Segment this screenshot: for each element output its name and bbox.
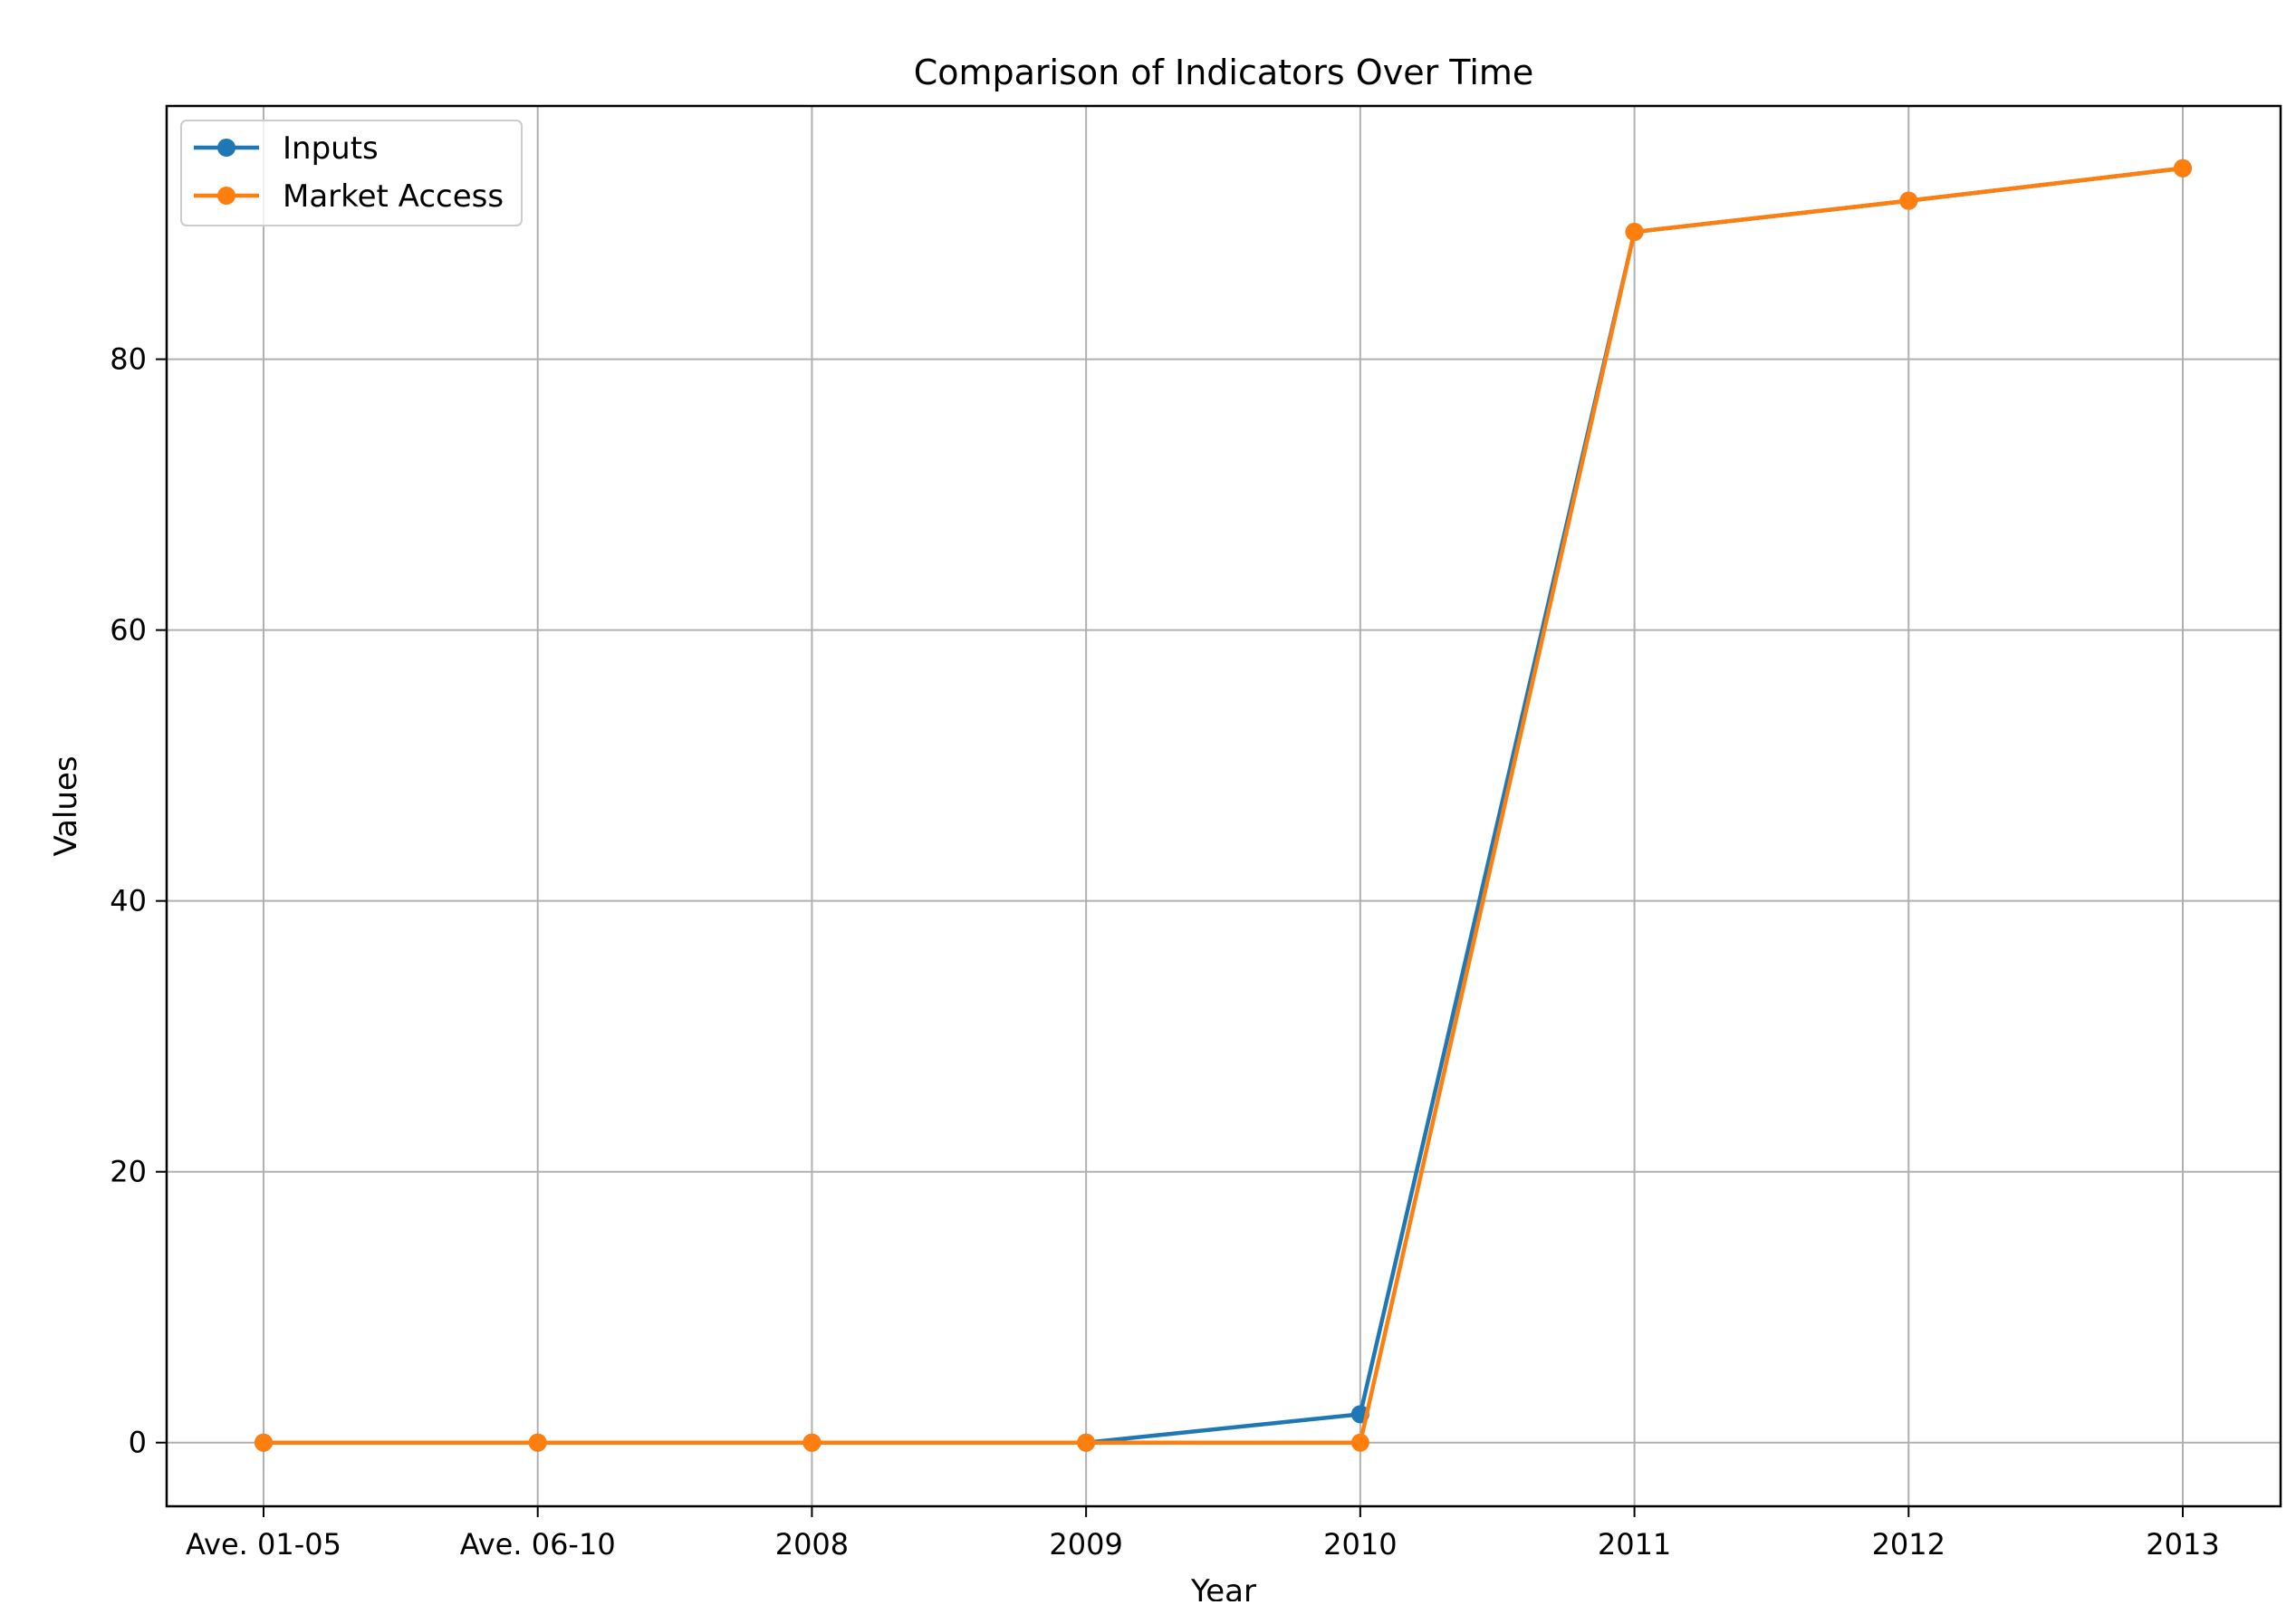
x-tick-label: 2011 — [1598, 1527, 1671, 1562]
x-tick-label: 2012 — [1872, 1527, 1945, 1562]
y-axis-label: Values — [48, 755, 84, 856]
x-tick-label: 2010 — [1323, 1527, 1397, 1562]
y-tick-label: 40 — [110, 884, 147, 918]
legend-items: Inputs Market Access — [194, 130, 504, 215]
axis-ticks: Ave. 01-05 Ave. 06-10 2008 2009 2010 2011 2012… — [110, 342, 2219, 1562]
plot-area-frame — [165, 104, 2282, 1508]
data-point — [2174, 159, 2192, 178]
series-market-access — [255, 159, 2192, 1452]
x-tick-label: Ave. 01-05 — [186, 1527, 341, 1562]
x-tick-label: 2009 — [1049, 1527, 1122, 1562]
chart-title: Comparison of Indicators Over Time — [914, 53, 1534, 92]
x-axis-label: Year — [1190, 1573, 1256, 1601]
data-point — [528, 1433, 547, 1452]
y-tick-label: 0 — [129, 1426, 147, 1460]
series-lines — [255, 159, 2192, 1452]
x-tick-label: 2013 — [2146, 1527, 2219, 1562]
data-point — [1350, 1433, 1369, 1452]
legend-marker — [217, 139, 235, 157]
legend-box — [180, 120, 523, 226]
legend-item: Inputs — [194, 130, 379, 167]
legend-marker — [217, 187, 235, 205]
legend: Inputs Market Access — [180, 120, 523, 226]
y-tick-label: 20 — [110, 1155, 147, 1189]
data-point — [1077, 1433, 1096, 1452]
x-tick-label: 2008 — [775, 1527, 849, 1562]
data-point — [1899, 191, 1918, 210]
legend-item: Market Access — [194, 178, 504, 215]
data-point — [1625, 223, 1644, 242]
series-line — [264, 166, 2184, 1445]
data-point — [255, 1433, 273, 1452]
y-tick-label: 60 — [110, 613, 147, 648]
x-tick-label: Ave. 06-10 — [460, 1527, 616, 1562]
data-point — [802, 1433, 821, 1452]
legend-label: Market Access — [283, 178, 504, 215]
legend-label: Inputs — [283, 130, 379, 167]
y-tick-label: 80 — [110, 342, 147, 377]
